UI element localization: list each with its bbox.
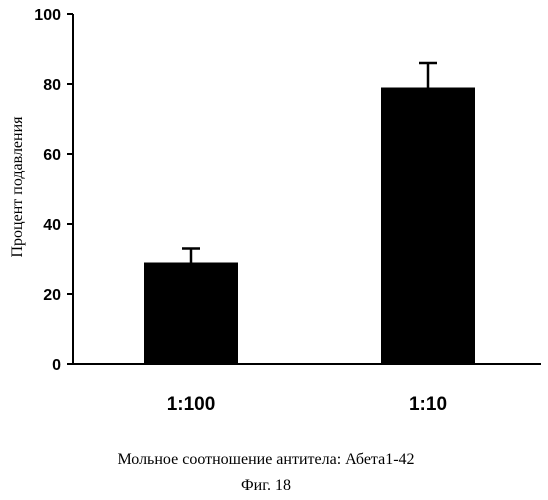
x-tick-label: 1:100 <box>167 394 216 415</box>
x-tick-label: 1:10 <box>409 394 447 415</box>
x-axis-label: Мольное соотношение антитела: Абета1-42 <box>117 451 414 468</box>
x-tick-labels: 1:100 1:10 <box>167 394 447 415</box>
bar <box>381 88 475 365</box>
y-tick-label: 40 <box>43 217 61 234</box>
y-tick-label: 80 <box>43 77 61 94</box>
y-tick-label: 60 <box>43 147 61 164</box>
bar <box>144 263 238 365</box>
bars <box>144 88 475 365</box>
figure-caption: Фиг. 18 <box>241 477 291 494</box>
y-ticks: 0 20 40 60 80 100 <box>34 7 73 374</box>
y-axis-label: Процент подавления <box>9 116 26 258</box>
y-tick-label: 20 <box>43 287 61 304</box>
y-tick-label: 100 <box>34 7 61 24</box>
y-tick-label: 0 <box>52 357 61 374</box>
